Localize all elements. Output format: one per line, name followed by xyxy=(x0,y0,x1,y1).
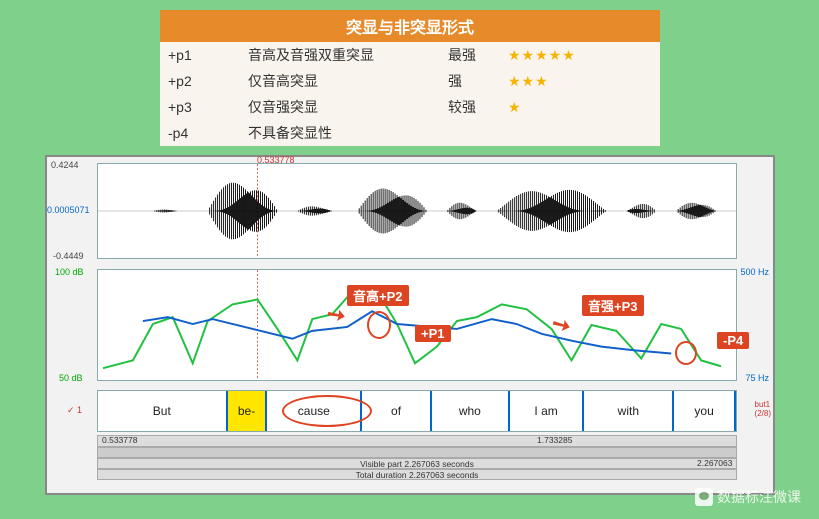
table-row: +p2 仅音高突显 强 ★★★ xyxy=(160,68,660,94)
scrollbar[interactable] xyxy=(97,447,737,458)
hz-bot-label: 75 Hz xyxy=(745,373,769,383)
wechat-icon xyxy=(695,488,713,506)
tier-word-cell[interactable]: of xyxy=(362,391,432,431)
desc-cell: 音高及音强双重突显 xyxy=(240,42,440,68)
annotation-label: 音强+P3 xyxy=(582,295,644,316)
total-duration-bar: Total duration 2.267063 seconds xyxy=(97,469,737,480)
dur-right: 2.267063 xyxy=(697,458,732,468)
tier-word-cell[interactable]: with xyxy=(584,391,674,431)
tier-area: Butbe-causeofwhoI amwithyou xyxy=(97,390,737,432)
praat-panel: 0.533778 0.4244 0.0005071 -0.4449 100 dB… xyxy=(45,155,775,495)
db-bot-label: 50 dB xyxy=(59,373,83,383)
stars-cell: ★★★ xyxy=(500,68,660,94)
desc-cell: 仅音高突显 xyxy=(240,68,440,94)
table-title: 突显与非突显形式 xyxy=(160,10,660,42)
tier-word-cell[interactable]: But xyxy=(98,391,228,431)
waveform-area xyxy=(97,163,737,259)
level-cell xyxy=(440,120,500,146)
level-cell: 强 xyxy=(440,68,500,94)
wechat-watermark: 数据标注微课 xyxy=(695,487,801,507)
tier-id-label: ✓ 1 xyxy=(67,405,82,416)
stars-cell xyxy=(500,120,660,146)
table-row: +p1 音高及音强双重突显 最强 ★★★★★ xyxy=(160,42,660,68)
visible-part-bar: Visible part 2.267063 seconds xyxy=(97,458,737,469)
be-cause-ellipse xyxy=(282,395,372,427)
table-row: -p4 不具备突显性 xyxy=(160,120,660,146)
wave-ymax: 0.4244 xyxy=(51,160,79,170)
annotation-label: -P4 xyxy=(717,332,749,349)
highlight-circle xyxy=(675,341,697,365)
watermark-text: 数据标注微课 xyxy=(717,487,801,507)
code-cell: +p1 xyxy=(160,42,240,68)
annotation-label: +P1 xyxy=(415,325,451,342)
code-cell: +p3 xyxy=(160,94,240,120)
bar-t2: 1.733285 xyxy=(537,435,572,445)
tier-name-label: but1(2/8) xyxy=(755,401,771,419)
annotation-label: 音高+P2 xyxy=(347,285,409,306)
tier-word-cell[interactable]: I am xyxy=(510,391,585,431)
desc-cell: 不具备突显性 xyxy=(240,120,440,146)
tier-word-cell[interactable]: be- xyxy=(228,391,268,431)
level-cell: 较强 xyxy=(440,94,500,120)
wave-ymin: -0.4449 xyxy=(53,251,84,261)
stars-cell: ★ xyxy=(500,94,660,120)
wave-yzero: 0.0005071 xyxy=(47,205,90,215)
hz-top-label: 500 Hz xyxy=(740,267,769,277)
desc-cell: 仅音强突显 xyxy=(240,94,440,120)
db-top-label: 100 dB xyxy=(55,267,84,277)
prominence-table: 突显与非突显形式 +p1 音高及音强双重突显 最强 ★★★★★+p2 仅音高突显… xyxy=(160,10,660,146)
tier-word-cell[interactable]: who xyxy=(432,391,510,431)
code-cell: -p4 xyxy=(160,120,240,146)
code-cell: +p2 xyxy=(160,68,240,94)
table-row: +p3 仅音强突显 较强 ★ xyxy=(160,94,660,120)
highlight-circle xyxy=(367,311,391,339)
timeline-bar xyxy=(97,435,737,447)
tier-word-cell[interactable]: you xyxy=(674,391,736,431)
level-cell: 最强 xyxy=(440,42,500,68)
stars-cell: ★★★★★ xyxy=(500,42,660,68)
bar-t1: 0.533778 xyxy=(102,435,137,445)
